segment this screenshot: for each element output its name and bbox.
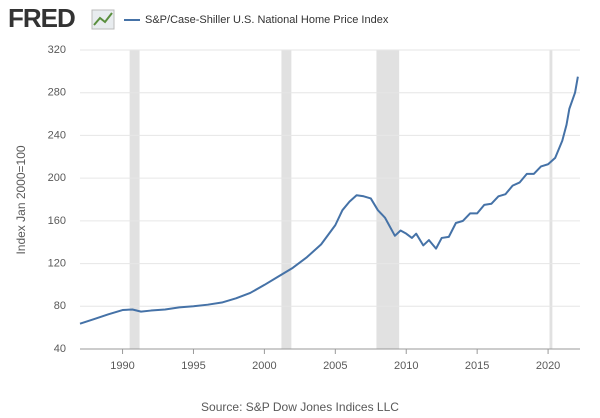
y-tick-label: 320 xyxy=(48,44,66,56)
logo-icon xyxy=(91,9,115,30)
logo: FRED xyxy=(8,3,75,33)
x-tick-label: 2015 xyxy=(465,360,489,372)
recession-band xyxy=(129,50,140,349)
legend-label: S&P/Case-Shiller U.S. National Home Pric… xyxy=(145,14,389,26)
y-tick-label: 120 xyxy=(48,257,66,269)
y-tick-label: 200 xyxy=(48,172,66,184)
recession-band xyxy=(549,50,553,349)
series-line xyxy=(79,76,579,325)
x-tick-label: 2000 xyxy=(252,360,276,372)
x-tick-label: 1995 xyxy=(181,360,205,372)
x-tick-label: 2010 xyxy=(394,360,418,372)
y-tick-label: 280 xyxy=(48,87,66,99)
y-tick-label: 40 xyxy=(54,343,66,355)
recession-band xyxy=(376,50,400,349)
source: Source: S&P Dow Jones Indices LLC xyxy=(201,400,399,414)
y-axis-label: Index Jan 2000=100 xyxy=(14,145,28,254)
y-tick-label: 160 xyxy=(48,215,66,227)
recession-band xyxy=(281,50,292,349)
x-tick-label: 1990 xyxy=(110,360,134,372)
y-tick-label: 240 xyxy=(48,129,66,141)
x-tick-label: 2020 xyxy=(536,360,560,372)
x-tick-label: 2005 xyxy=(323,360,347,372)
y-tick-label: 80 xyxy=(54,300,66,312)
